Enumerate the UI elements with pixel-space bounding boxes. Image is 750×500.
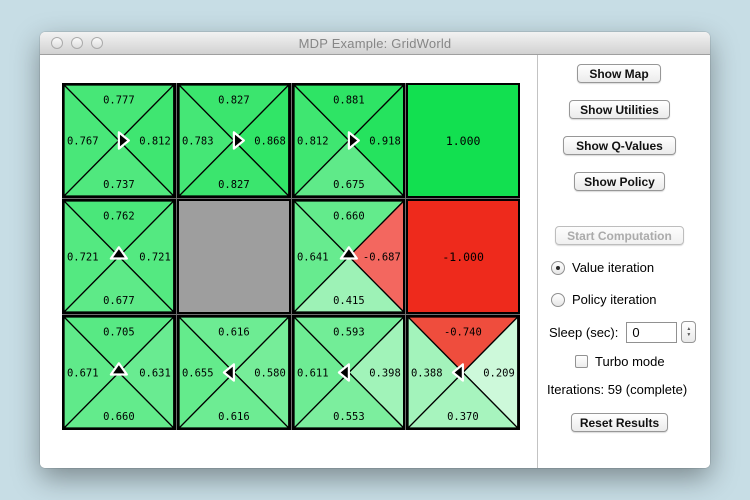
radio-value-iteration-label: Value iteration: [572, 260, 655, 275]
svg-text:0.721: 0.721: [139, 251, 171, 263]
terminal-value: 1.000: [445, 133, 481, 148]
svg-text:0.812: 0.812: [296, 135, 328, 147]
grid-cell-r0c0: 0.777 0.737 0.767 0.812: [62, 83, 176, 198]
radio-value-iteration[interactable]: Value iteration: [551, 260, 654, 275]
iterations-text: Iterations: 59 (complete): [547, 382, 688, 397]
checkbox-icon[interactable]: [575, 355, 588, 368]
terminal-value: -1.000: [442, 249, 484, 264]
radio-unselected-icon: [551, 292, 565, 307]
grid-cell-r0c1: 0.827 0.827 0.783 0.868: [176, 83, 291, 198]
grid-cell-r2c0: 0.705 0.660 0.671 0.631: [62, 315, 176, 430]
grid-cell-r1c1: [176, 199, 291, 314]
show-utilities-button[interactable]: Show Utilities: [569, 100, 670, 119]
grid-cell-r0c2: 0.881 0.675 0.812 0.918: [291, 83, 406, 198]
svg-text:-0.740: -0.740: [444, 326, 482, 338]
show-map-button[interactable]: Show Map: [577, 64, 661, 83]
svg-text:0.737: 0.737: [103, 179, 135, 191]
grid-cell-r2c3: -0.740 0.370 0.388 0.209: [406, 315, 520, 430]
window-controls: [51, 37, 103, 49]
turbo-mode-label: Turbo mode: [595, 354, 665, 369]
svg-text:0.812: 0.812: [139, 135, 171, 147]
svg-text:0.593: 0.593: [333, 326, 365, 338]
svg-text:0.655: 0.655: [182, 367, 214, 379]
svg-text:0.415: 0.415: [333, 295, 365, 307]
svg-text:-0.687: -0.687: [362, 251, 400, 263]
svg-text:0.631: 0.631: [139, 367, 171, 379]
svg-text:0.827: 0.827: [218, 94, 250, 106]
svg-text:0.783: 0.783: [182, 135, 214, 147]
svg-text:0.918: 0.918: [369, 135, 401, 147]
up-arrow-icon: [109, 246, 128, 260]
svg-text:0.660: 0.660: [103, 411, 135, 423]
up-arrow-icon: [109, 362, 128, 376]
minimize-button[interactable]: [71, 37, 83, 49]
show-q-values-button[interactable]: Show Q-Values: [563, 136, 676, 155]
panel-divider: [537, 55, 538, 468]
right-arrow-icon: [347, 131, 360, 150]
svg-text:0.762: 0.762: [103, 210, 135, 222]
svg-text:0.767: 0.767: [67, 135, 99, 147]
window-content: 0.777 0.737 0.767 0.812 0.827 0.827 0.783 0.868…: [40, 55, 710, 468]
svg-text:0.660: 0.660: [333, 210, 365, 222]
svg-text:0.580: 0.580: [254, 367, 286, 379]
radio-policy-iteration[interactable]: Policy iteration: [551, 292, 657, 307]
svg-text:0.641: 0.641: [296, 251, 328, 263]
svg-text:0.398: 0.398: [369, 367, 401, 379]
right-arrow-icon: [117, 131, 130, 150]
radio-selected-icon: [551, 260, 565, 275]
show-policy-button[interactable]: Show Policy: [574, 172, 665, 191]
svg-text:0.616: 0.616: [218, 411, 250, 423]
svg-text:0.671: 0.671: [67, 367, 99, 379]
sleep-stepper[interactable]: ▲ ▼: [681, 321, 697, 343]
close-button[interactable]: [51, 37, 63, 49]
left-arrow-icon: [452, 363, 465, 382]
radio-policy-iteration-label: Policy iteration: [572, 292, 657, 307]
svg-text:0.705: 0.705: [103, 326, 135, 338]
start-computation-button[interactable]: Start Computation: [555, 226, 684, 245]
sleep-row: Sleep (sec): ▲ ▼: [549, 321, 697, 343]
sleep-label: Sleep (sec):: [549, 324, 619, 340]
left-arrow-icon: [337, 363, 350, 382]
svg-text:0.370: 0.370: [447, 411, 479, 423]
sleep-input[interactable]: [626, 321, 678, 343]
svg-text:0.868: 0.868: [254, 135, 286, 147]
grid-cell-r1c2: 0.660 0.415 0.641 -0.687: [291, 199, 406, 314]
gridworld-canvas: 0.777 0.737 0.767 0.812 0.827 0.827 0.783 0.868…: [62, 83, 520, 430]
stepper-down-icon[interactable]: ▼: [686, 332, 692, 338]
svg-text:0.611: 0.611: [296, 367, 328, 379]
left-arrow-icon: [222, 363, 235, 382]
turbo-mode-row[interactable]: Turbo mode: [575, 354, 665, 369]
grid-cell-r1c3: -1.000: [406, 199, 520, 314]
svg-text:0.721: 0.721: [67, 251, 99, 263]
svg-text:0.777: 0.777: [103, 94, 135, 106]
svg-text:0.616: 0.616: [218, 326, 250, 338]
svg-text:0.388: 0.388: [411, 367, 443, 379]
svg-text:0.827: 0.827: [218, 179, 250, 191]
grid-cell-r0c3: 1.000: [406, 83, 520, 198]
stepper-up-icon[interactable]: ▲: [686, 326, 692, 332]
titlebar[interactable]: MDP Example: GridWorld: [40, 32, 710, 55]
svg-text:0.553: 0.553: [333, 411, 365, 423]
zoom-button[interactable]: [91, 37, 103, 49]
grid-cell-r1c0: 0.762 0.677 0.721 0.721: [62, 199, 176, 314]
svg-text:0.881: 0.881: [333, 94, 365, 106]
svg-text:0.675: 0.675: [333, 179, 365, 191]
app-window: MDP Example: GridWorld 0.777 0.737 0.767 0.…: [40, 32, 710, 468]
grid-cell-r2c1: 0.616 0.616 0.655 0.580: [176, 315, 291, 430]
right-arrow-icon: [232, 131, 245, 150]
svg-text:0.677: 0.677: [103, 295, 135, 307]
window-title: MDP Example: GridWorld: [298, 35, 452, 51]
svg-text:0.209: 0.209: [483, 367, 515, 379]
reset-results-button[interactable]: Reset Results: [571, 413, 668, 432]
up-arrow-icon: [339, 246, 358, 260]
grid-cell-r2c2: 0.593 0.553 0.611 0.398: [291, 315, 406, 430]
